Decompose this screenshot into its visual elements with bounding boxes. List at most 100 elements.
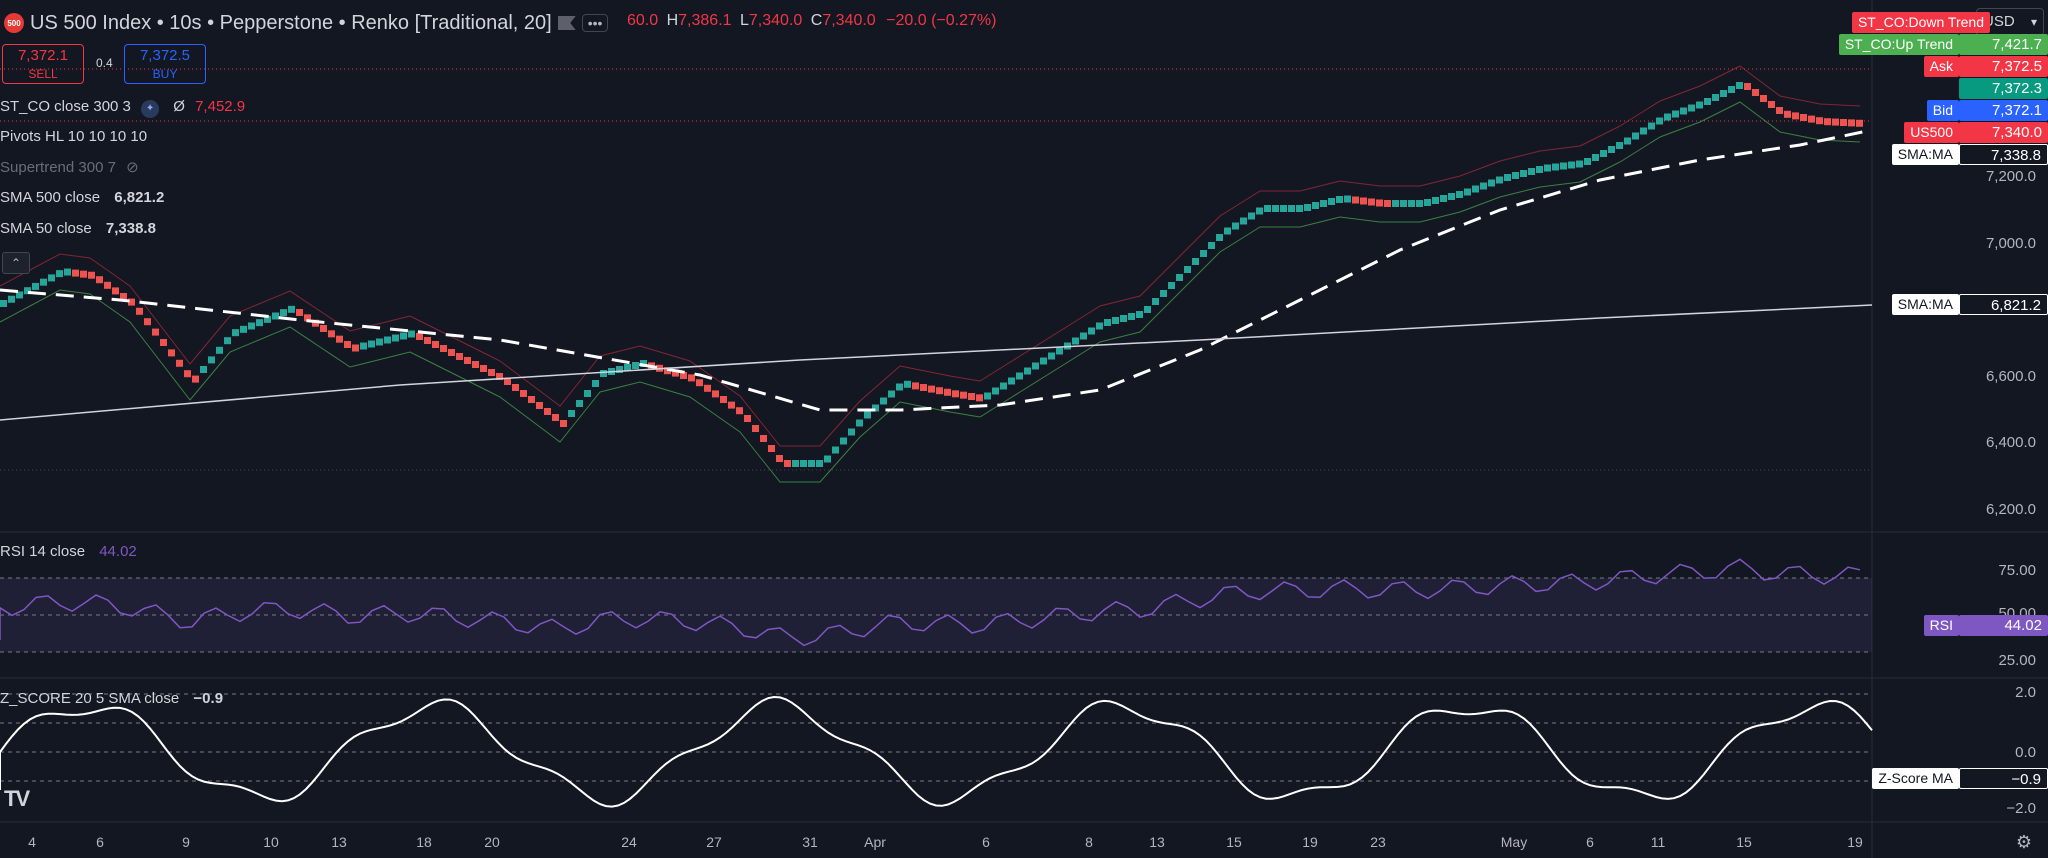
renko-brick: [928, 385, 935, 393]
rsi-axis-value: 44.02: [1959, 615, 2048, 636]
gear-icon[interactable]: ⚙: [2015, 832, 2032, 852]
renko-brick: [456, 353, 463, 360]
spread-value: 0.4: [96, 56, 113, 70]
legend-supertrend[interactable]: Supertrend 300 7 ⊘: [0, 158, 139, 176]
legend-supertrend-title: Supertrend 300 7: [0, 159, 116, 176]
renko-brick: [528, 396, 535, 403]
renko-brick: [1488, 179, 1495, 187]
renko-brick: [1400, 200, 1407, 207]
bid-value: 7,372.1: [1959, 100, 2048, 121]
time-label: 6: [1586, 834, 1594, 850]
renko-brick: [984, 392, 991, 400]
renko-brick: [1512, 172, 1519, 179]
eye-off-icon[interactable]: ⊘: [126, 159, 139, 176]
time-label: 10: [263, 834, 279, 850]
legend-st-co-title: ST_CO close 300 3: [0, 98, 131, 115]
renko-brick: [1856, 119, 1863, 127]
rsi-tick: 25.00: [1998, 652, 2036, 669]
renko-brick: [472, 361, 479, 368]
sell-button[interactable]: 7,372.1 SELL: [2, 44, 84, 84]
renko-brick: [120, 293, 127, 300]
renko-brick: [736, 407, 743, 415]
renko-brick: [328, 330, 335, 338]
renko-brick: [488, 369, 495, 376]
legend-zscore-title: Z_SCORE 20 5 SMA close: [0, 690, 180, 707]
zscore-axis-label: Z-Score MA: [1872, 768, 1959, 789]
renko-brick: [1392, 200, 1399, 207]
renko-brick: [1536, 166, 1543, 173]
renko-brick: [1104, 319, 1111, 326]
renko-brick: [1576, 160, 1583, 168]
renko-brick: [1776, 107, 1783, 114]
renko-brick: [144, 318, 151, 326]
time-label: 6: [982, 834, 990, 850]
legend-zscore-value: −0.9: [193, 690, 224, 707]
renko-brick: [368, 340, 375, 348]
renko-brick: [304, 314, 311, 322]
low-value: 7,340.0: [748, 12, 803, 29]
ohlc-readout: 60.0 H7,386.1 L7,340.0 C7,340.0 −20.0 (−…: [627, 12, 996, 30]
renko-brick: [1520, 170, 1527, 177]
renko-brick: [168, 349, 175, 357]
renko-brick: [1592, 154, 1599, 161]
renko-brick: [432, 341, 439, 348]
symbol-header[interactable]: 500 US 500 Index • 10s • Pepperstone • R…: [4, 8, 609, 38]
renko-brick: [672, 369, 679, 377]
renko-brick: [968, 393, 975, 400]
renko-brick: [1440, 195, 1447, 202]
renko-brick: [384, 336, 391, 344]
renko-brick: [1248, 212, 1255, 220]
legend-pivots[interactable]: Pivots HL 10 10 10 10: [0, 128, 147, 145]
renko-brick: [128, 298, 135, 306]
renko-brick: [48, 274, 55, 282]
renko-brick: [1232, 222, 1239, 230]
renko-brick: [1384, 200, 1391, 207]
chevron-up-icon[interactable]: ⌃: [2, 252, 30, 274]
renko-brick: [640, 360, 647, 367]
renko-brick: [1080, 332, 1087, 340]
renko-brick: [104, 281, 111, 289]
renko-brick: [784, 460, 791, 467]
tradingview-logo[interactable]: TV: [4, 786, 30, 811]
st-co-settings-icon[interactable]: ✦: [141, 100, 160, 118]
renko-brick: [272, 312, 279, 320]
renko-brick: [192, 375, 199, 383]
legend-sma50[interactable]: SMA 50 close 7,338.8: [0, 220, 156, 237]
flag-icon[interactable]: [557, 16, 576, 30]
renko-brick: [912, 382, 919, 390]
symbol-title[interactable]: US 500 Index • 10s • Pepperstone • Renko…: [30, 11, 552, 34]
renko-brick: [1224, 227, 1231, 235]
renko-brick: [296, 309, 303, 316]
legend-zscore[interactable]: Z_SCORE 20 5 SMA close −0.9: [0, 690, 223, 707]
supertrend-line: [0, 101, 1861, 483]
us500-label: US500: [1904, 122, 1959, 143]
legend-st-co[interactable]: ST_CO close 300 3 ✦ Ø 7,452.9: [0, 98, 245, 118]
renko-brick: [1496, 176, 1503, 184]
renko-brick: [1008, 377, 1015, 385]
renko-brick: [552, 414, 559, 421]
renko-brick: [816, 460, 823, 467]
legend-sma500[interactable]: SMA 500 close 6,821.2: [0, 189, 164, 206]
renko-brick: [352, 344, 359, 352]
symbol-logo-icon: 500: [4, 13, 24, 33]
renko-brick: [1816, 117, 1823, 125]
renko-brick: [824, 455, 831, 463]
renko-brick: [944, 388, 951, 396]
last-value: 7,372.3: [1959, 78, 2048, 99]
renko-brick: [1352, 196, 1359, 204]
renko-brick: [832, 446, 839, 454]
renko-brick: [1272, 205, 1279, 212]
time-label: May: [1500, 834, 1528, 850]
renko-brick: [248, 322, 255, 330]
renko-brick: [904, 380, 911, 388]
high-value: 7,386.1: [678, 12, 732, 29]
legend-rsi[interactable]: RSI 14 close 44.02: [0, 543, 137, 560]
buy-button[interactable]: 7,372.5 BUY: [124, 44, 206, 84]
renko-brick: [1480, 182, 1487, 190]
renko-brick: [808, 460, 815, 467]
renko-brick: [1144, 306, 1151, 313]
renko-brick: [1720, 90, 1727, 97]
more-options-button[interactable]: •••: [581, 14, 609, 32]
